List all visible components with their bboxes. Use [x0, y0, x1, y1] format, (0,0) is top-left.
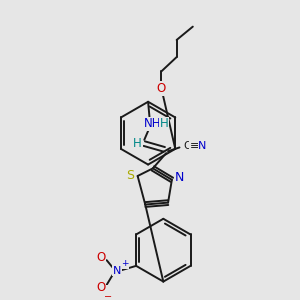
- Text: H: H: [133, 137, 142, 150]
- Text: N: N: [198, 142, 206, 152]
- Text: N: N: [175, 171, 184, 184]
- Text: O: O: [96, 251, 106, 264]
- Text: +: +: [121, 260, 128, 268]
- Text: −: −: [104, 292, 112, 300]
- Text: S: S: [126, 169, 134, 182]
- Text: C: C: [183, 142, 191, 152]
- Text: NH: NH: [144, 117, 162, 130]
- Text: H: H: [160, 117, 169, 130]
- Text: O: O: [157, 82, 166, 95]
- Text: ≡: ≡: [190, 142, 200, 152]
- Text: O: O: [96, 281, 106, 294]
- Text: N: N: [113, 266, 121, 276]
